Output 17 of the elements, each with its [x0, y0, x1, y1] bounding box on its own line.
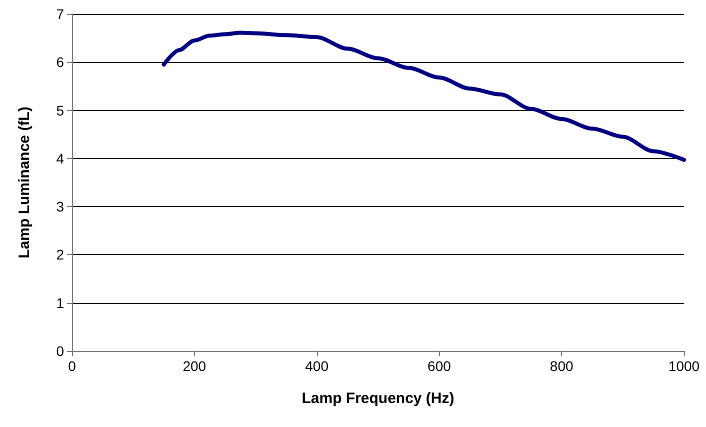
y-tick-label: 2 — [56, 246, 64, 263]
x-tick-label: 600 — [428, 358, 452, 374]
x-tick-label: 200 — [182, 358, 206, 374]
x-tick-label: 400 — [305, 358, 329, 374]
y-tick-label: 1 — [56, 294, 64, 311]
x-tick-label: 1000 — [668, 358, 700, 374]
y-tick-label: 4 — [56, 150, 64, 166]
y-tick-label: 0 — [56, 343, 64, 359]
line-series — [162, 30, 686, 162]
y-tick-label: 7 — [56, 6, 64, 22]
y-axis-title: Lamp Luminance (fL) — [16, 106, 33, 258]
y-tick-label: 3 — [56, 198, 64, 215]
x-tick-label: 0 — [68, 358, 76, 374]
x-tick-label: 800 — [550, 358, 574, 374]
y-tick-label: 5 — [56, 102, 64, 118]
y-tick-label: 6 — [56, 54, 64, 70]
x-axis-title: Lamp Frequency (Hz) — [302, 390, 454, 407]
